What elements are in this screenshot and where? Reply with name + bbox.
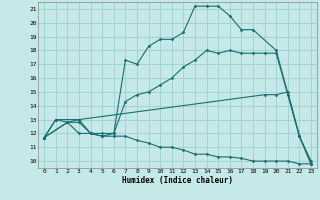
- X-axis label: Humidex (Indice chaleur): Humidex (Indice chaleur): [122, 176, 233, 185]
